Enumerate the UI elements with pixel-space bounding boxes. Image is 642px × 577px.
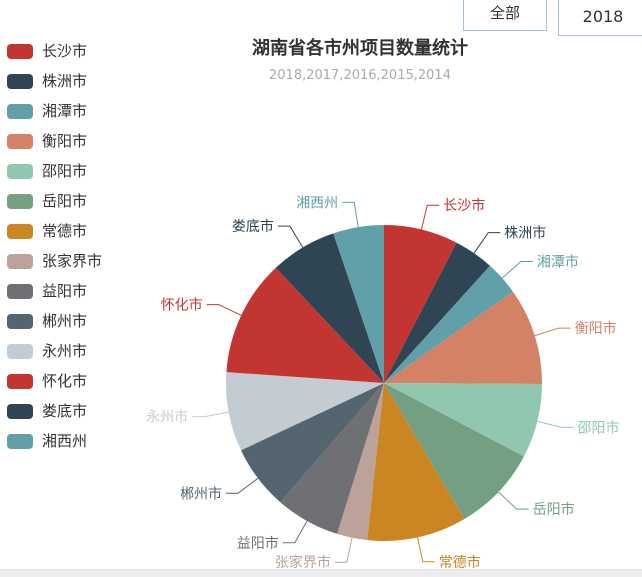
legend-label: 湘西州 <box>42 432 88 450</box>
legend-swatch <box>7 74 33 89</box>
pie-label-5: 岳阳市 <box>533 501 575 518</box>
legend-label: 岳阳市 <box>42 192 88 210</box>
legend-swatch <box>7 194 33 209</box>
legend-label: 娄底市 <box>42 402 88 420</box>
pie-label-8: 益阳市 <box>237 535 279 552</box>
legend-swatch <box>7 134 33 149</box>
legend-label: 郴州市 <box>42 312 88 330</box>
legend-label: 益阳市 <box>42 282 88 300</box>
legend-item-4[interactable]: 邵阳市 <box>7 164 102 179</box>
pie-label-11: 怀化市 <box>161 297 203 314</box>
pie-slice-8[interactable] <box>280 383 384 534</box>
pie-label-6: 常德市 <box>439 554 481 571</box>
pie-slice-6[interactable] <box>367 383 465 541</box>
pie-slice-11[interactable] <box>226 267 384 383</box>
legend-swatch <box>7 434 33 449</box>
legend-item-11[interactable]: 怀化市 <box>7 374 102 389</box>
filter-all-button[interactable]: 全部 <box>463 0 547 31</box>
legend-swatch <box>7 404 33 419</box>
pie-slice-1[interactable] <box>384 242 490 383</box>
pie-label-line-0 <box>420 204 440 230</box>
pie-label-1: 株洲市 <box>504 225 546 242</box>
legend-item-5[interactable]: 岳阳市 <box>7 194 102 209</box>
pie-slice-2[interactable] <box>384 265 513 383</box>
legend-label: 张家界市 <box>42 252 103 270</box>
legend-label: 衡阳市 <box>42 132 88 150</box>
legend-swatch <box>7 44 33 59</box>
legend-swatch <box>7 374 33 389</box>
legend-label: 怀化市 <box>42 372 88 390</box>
pie-label-line-11 <box>206 304 242 316</box>
pie-label-line-2 <box>501 261 533 279</box>
legend-label: 永州市 <box>42 342 88 360</box>
pie-slice-5[interactable] <box>384 383 524 519</box>
pie-label-line-10 <box>192 411 229 418</box>
pie-slice-10[interactable] <box>226 372 384 451</box>
bottom-strip <box>0 569 642 577</box>
pie-label-line-4 <box>537 420 574 428</box>
pie-label-line-8 <box>282 520 308 544</box>
legend-item-10[interactable]: 永州市 <box>7 344 102 359</box>
legend-swatch <box>7 344 33 359</box>
legend-swatch <box>7 314 33 329</box>
pie-label-line-13 <box>342 201 359 228</box>
pie-slice-3[interactable] <box>384 291 543 384</box>
pie-label-0: 长沙市 <box>443 197 485 214</box>
pie-label-2: 湘潭市 <box>537 254 579 271</box>
legend-swatch <box>7 224 33 239</box>
pie-label-9: 郴州市 <box>180 485 222 502</box>
chart-header: 湖南省各市州项目数量统计 2018,2017,2016,2015,2014 <box>243 38 477 83</box>
legend-item-13[interactable]: 湘西州 <box>7 434 102 449</box>
pie-label-7: 张家界市 <box>275 554 331 571</box>
legend-label: 邵阳市 <box>42 162 88 180</box>
legend-item-7[interactable]: 张家界市 <box>7 254 102 269</box>
pie-label-line-9 <box>226 477 259 494</box>
pie-slice-9[interactable] <box>241 383 384 503</box>
pie-label-4: 邵阳市 <box>578 419 620 436</box>
pie-label-line-6 <box>417 537 435 563</box>
legend-label: 常德市 <box>42 222 88 240</box>
pie-label-12: 娄底市 <box>232 218 274 235</box>
pie-label-line-12 <box>277 225 304 248</box>
legend-swatch <box>7 104 33 119</box>
legend-item-12[interactable]: 娄底市 <box>7 404 102 419</box>
filter-year-button[interactable]: 2018 <box>558 0 642 36</box>
pie-slice-0[interactable] <box>384 225 457 383</box>
legend-item-1[interactable]: 株洲市 <box>7 74 102 89</box>
pie-label-3: 衡阳市 <box>575 320 617 337</box>
legend-item-6[interactable]: 常德市 <box>7 224 102 239</box>
chart-title: 湖南省各市州项目数量统计 <box>252 38 468 59</box>
pie-label-line-3 <box>534 327 571 337</box>
legend-label: 长沙市 <box>42 42 88 60</box>
chart-legend: 长沙市株洲市湘潭市衡阳市邵阳市岳阳市常德市张家界市益阳市郴州市永州市怀化市娄底市… <box>7 44 102 464</box>
legend-item-3[interactable]: 衡阳市 <box>7 134 102 149</box>
legend-item-0[interactable]: 长沙市 <box>7 44 102 59</box>
legend-swatch <box>7 164 33 179</box>
pie-slice-12[interactable] <box>275 233 384 383</box>
legend-item-2[interactable]: 湘潭市 <box>7 104 102 119</box>
pie-label-line-7 <box>334 537 353 563</box>
legend-swatch <box>7 254 33 269</box>
legend-item-8[interactable]: 益阳市 <box>7 284 102 299</box>
pie-slice-13[interactable] <box>333 225 384 383</box>
legend-label: 湘潭市 <box>42 102 88 120</box>
pie-label-line-5 <box>498 491 529 510</box>
legend-label: 株洲市 <box>42 72 88 90</box>
pie-slice-7[interactable] <box>337 383 384 541</box>
legend-swatch <box>7 284 33 299</box>
legend-item-9[interactable]: 郴州市 <box>7 314 102 329</box>
chart-subtitle: 2018,2017,2016,2015,2014 <box>269 68 451 83</box>
pie-label-line-1 <box>473 232 501 254</box>
pie-label-10: 永州市 <box>146 409 188 426</box>
pie-label-13: 湘西州 <box>296 195 338 211</box>
pie-slice-4[interactable] <box>384 383 542 457</box>
